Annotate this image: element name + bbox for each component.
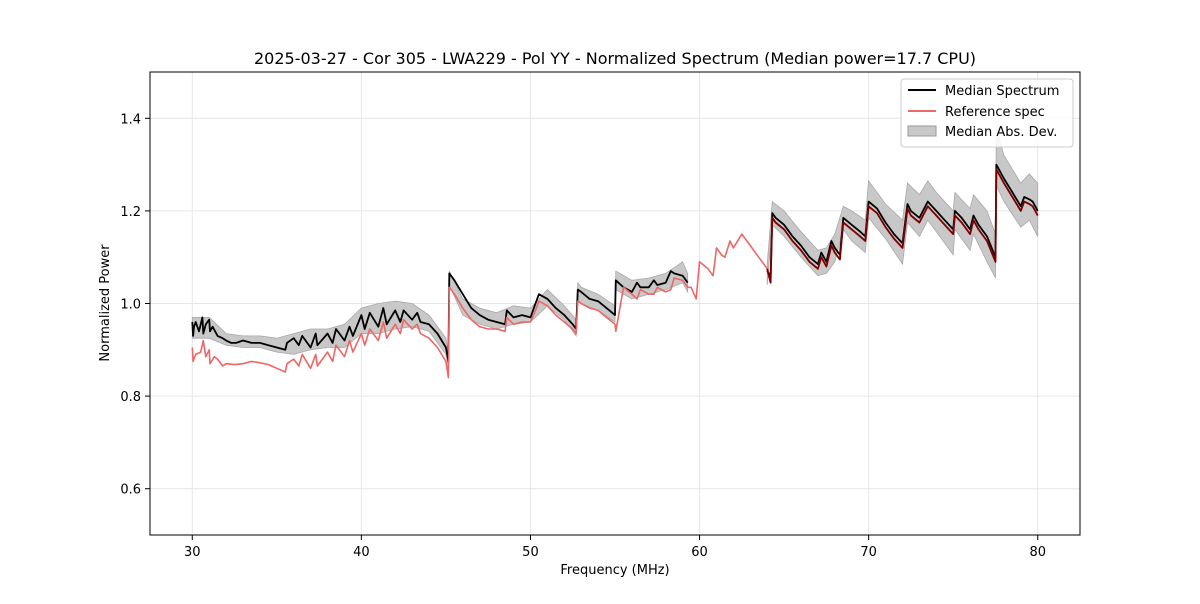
y-tick-label: 1.0 — [120, 298, 141, 313]
x-tick-label: 40 — [353, 545, 370, 560]
x-tick-label: 70 — [860, 545, 877, 560]
legend-reference-label: Reference spec — [945, 105, 1045, 120]
y-tick-label: 1.2 — [120, 205, 141, 220]
chart-title: 2025-03-27 - Cor 305 - LWA229 - Pol YY -… — [254, 49, 976, 68]
legend-median-label: Median Spectrum — [945, 84, 1059, 99]
mad-band-1 — [766, 127, 1039, 286]
median-spectrum-line-0 — [191, 270, 689, 363]
overlap-line — [766, 168, 1039, 284]
y-tick-label: 0.8 — [120, 390, 141, 405]
series-line-layer — [191, 163, 1039, 379]
y-tick-label: 1.4 — [120, 112, 141, 127]
y-axis-label: Normalized Power — [98, 244, 113, 362]
legend-mad-label: Median Abs. Dev. — [945, 125, 1057, 140]
legend-mad-swatch — [907, 125, 937, 137]
x-axis-label: Frequency (MHz) — [560, 563, 669, 578]
y-axis-ticks: 0.6 0.8 1.0 1.2 1.4 — [120, 112, 150, 498]
x-tick-label: 80 — [1029, 545, 1046, 560]
x-tick-label: 60 — [691, 545, 708, 560]
x-axis-ticks: 30 40 50 60 70 80 — [184, 535, 1046, 560]
x-tick-label: 50 — [522, 545, 539, 560]
x-tick-label: 30 — [184, 545, 201, 560]
legend-box — [900, 78, 1074, 148]
y-tick-label: 0.6 — [120, 483, 141, 498]
legend: Median Spectrum Reference spec Median Ab… — [900, 78, 1074, 148]
